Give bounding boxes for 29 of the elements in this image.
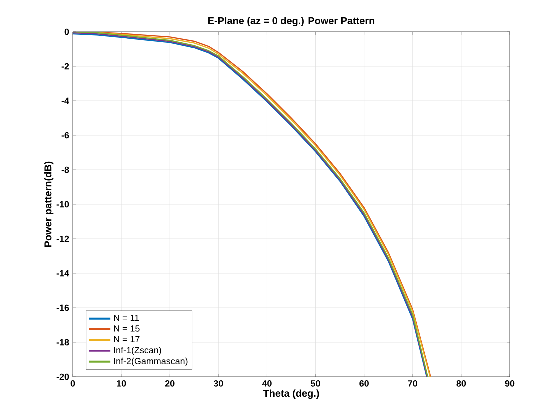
legend-label: Inf-2(Gammascan) (114, 358, 188, 366)
x-tick-label: 40 (262, 380, 272, 387)
y-tick-label: -16 (56, 304, 70, 312)
chart-title: E-Plane (az = 0 deg.) Power Pattern (208, 17, 375, 26)
x-tick-label: 70 (408, 380, 418, 387)
legend-label: N = 15 (114, 326, 140, 332)
y-tick-label: -2 (62, 63, 70, 70)
x-tick-label: 80 (456, 380, 466, 387)
y-tick-label: -20 (56, 374, 70, 380)
y-tick-label: -12 (56, 236, 70, 242)
y-axis-title: Power pattern(dB) (44, 162, 54, 247)
legend-label: N = 11 (114, 314, 140, 322)
x-tick-label: 90 (505, 380, 515, 387)
legend-label: Inf-1(Zscan) (114, 346, 162, 356)
x-tick-label: 0 (70, 380, 76, 387)
legend-label: N = 17 (114, 336, 140, 342)
x-tick-label: 50 (311, 380, 320, 387)
x-tick-label: 60 (360, 380, 369, 387)
x-tick-label: 10 (117, 380, 126, 387)
y-tick-label: -8 (62, 166, 70, 174)
y-tick-label: -4 (62, 98, 70, 104)
x-tick-label: 20 (165, 380, 175, 387)
y-tick-label: -18 (56, 339, 70, 346)
x-axis-title: Theta (deg.) (263, 390, 320, 400)
y-tick-label: -6 (62, 132, 70, 139)
y-tick-label: -14 (56, 270, 70, 277)
y-tick-label: 0 (64, 28, 70, 36)
x-tick-label: 30 (214, 380, 224, 387)
y-tick-label: -10 (56, 201, 70, 208)
